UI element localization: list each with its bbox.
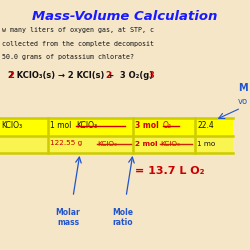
Text: collected from the complete decomposit: collected from the complete decomposit — [2, 41, 154, 47]
Text: 2 mol: 2 mol — [135, 140, 160, 146]
Text: KClO₃: KClO₃ — [76, 122, 97, 130]
Text: O₂: O₂ — [163, 122, 172, 130]
Text: 1 mo: 1 mo — [197, 140, 215, 146]
Text: 3 mol: 3 mol — [135, 122, 162, 130]
Text: 50.0 grams of potassium chlorate?: 50.0 grams of potassium chlorate? — [2, 54, 134, 60]
Bar — [0, 118, 233, 136]
Text: 2: 2 — [105, 72, 111, 80]
Text: 122.55 g: 122.55 g — [50, 140, 84, 146]
Text: 2 KClO₃(s) → 2 KCl(s) +  3 O₂(g): 2 KClO₃(s) → 2 KCl(s) + 3 O₂(g) — [8, 72, 153, 80]
Text: w many liters of oxygen gas, at STP, c: w many liters of oxygen gas, at STP, c — [2, 27, 154, 33]
Text: Mass-Volume Calculation: Mass-Volume Calculation — [32, 10, 218, 22]
Text: 2: 2 — [8, 72, 14, 80]
Text: 1 mol: 1 mol — [50, 122, 74, 130]
Text: Molar
mass: Molar mass — [56, 208, 80, 228]
Text: 3: 3 — [148, 72, 154, 80]
Bar — [0, 136, 233, 153]
Text: M: M — [238, 83, 248, 93]
Text: vo: vo — [238, 98, 248, 106]
Text: KClO₃: KClO₃ — [1, 122, 22, 130]
Text: Mole
ratio: Mole ratio — [112, 208, 134, 228]
Text: KClO₃: KClO₃ — [97, 140, 117, 146]
Text: KClO₃: KClO₃ — [160, 140, 180, 146]
Text: 22.4: 22.4 — [197, 122, 214, 130]
Text: = 13.7 L O₂: = 13.7 L O₂ — [135, 166, 204, 176]
